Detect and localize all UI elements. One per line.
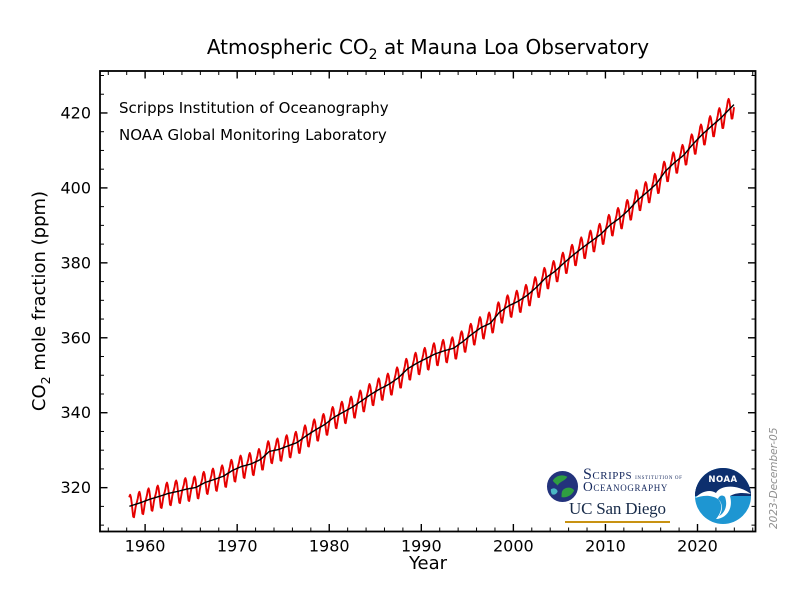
x-axis-label: Year: [408, 553, 448, 574]
x-tick-label: 1970: [217, 537, 258, 556]
annotation-scripps: Scripps Institution of Oceanography: [119, 99, 389, 117]
y-tick-label: 340: [60, 403, 91, 422]
noaa-logo-label: NOAA: [708, 475, 737, 485]
scripps-logo: Scripps Institution of Oceanography: [546, 466, 683, 503]
y-tick-label: 400: [60, 178, 91, 197]
x-tick-label: 2010: [585, 537, 626, 556]
noaa-logo-icon: NOAA: [695, 468, 751, 524]
scripps-institution-of: Institution of: [635, 476, 683, 481]
source-annotation: Scripps Institution of Oceanography NOAA…: [119, 95, 389, 149]
scripps-logo-text: Scripps Institution of Oceanography: [583, 466, 683, 494]
date-stamp: 2023-December-05: [768, 427, 780, 529]
chart-title-text: Atmospheric CO: [206, 35, 369, 59]
y-tick-label: 420: [60, 103, 91, 122]
scripps-wordmark: Scripps: [583, 466, 633, 483]
scripps-oceanography: Oceanography: [583, 479, 668, 494]
co2-trend-line: [129, 104, 735, 507]
x-tick-label: 2020: [677, 537, 718, 556]
plot-frame: [99, 70, 757, 533]
ucsd-wordmark: UC San Diego: [565, 499, 670, 523]
y-tick-label: 320: [60, 478, 91, 497]
x-tick-label: 2000: [493, 537, 534, 556]
y-tick-label: 380: [60, 253, 91, 272]
x-tick-label: 1990: [401, 537, 442, 556]
y-axis-label: CO2 mole fraction (ppm): [29, 190, 53, 412]
chart-title-subscript: 2: [368, 47, 378, 63]
co2-monthly-line: [128, 97, 735, 519]
chart-title: Atmospheric CO2 at Mauna Loa Observatory: [100, 35, 756, 63]
x-tick-label: 1960: [125, 537, 166, 556]
x-tick-label: 1980: [309, 537, 350, 556]
scripps-globe-icon: [546, 470, 579, 503]
y-tick-label: 360: [60, 328, 91, 347]
annotation-noaa: NOAA Global Monitoring Laboratory: [119, 126, 387, 144]
chart-title-text-2: at Mauna Loa Observatory: [377, 35, 650, 59]
